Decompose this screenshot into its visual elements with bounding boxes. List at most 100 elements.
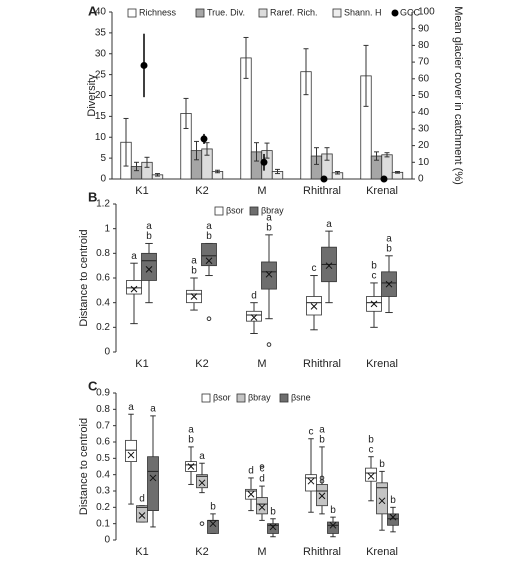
group-letter: a: [150, 404, 156, 415]
y-tick-label: 25: [95, 69, 107, 80]
y-tick-label: 0.6: [96, 273, 110, 284]
mean-marker: [307, 477, 315, 485]
mean-marker: [269, 523, 277, 531]
legend-label: Raref. Rich.: [270, 7, 318, 17]
legend-label: βsne: [291, 392, 311, 402]
y2-tick-label: 0: [418, 174, 424, 185]
y-tick-label: 5: [100, 153, 106, 164]
group-letter: a: [199, 451, 205, 462]
outlier: [206, 316, 212, 322]
legend-swatch: [201, 393, 211, 403]
legend-label: Shann. H: [344, 7, 382, 17]
y-tick-label: 1.2: [96, 199, 110, 210]
y-tick-label: 0.1: [96, 518, 110, 529]
x-tick-label: M: [257, 546, 266, 558]
gcc-point: [320, 175, 328, 183]
box: [125, 439, 137, 463]
mean-marker: [318, 492, 326, 500]
box: [365, 467, 377, 482]
group-letter: a: [319, 425, 325, 436]
y-tick-label: 40: [95, 7, 107, 18]
legend-swatch: [195, 8, 205, 18]
mean-marker: [378, 497, 386, 505]
y-tick-label: 35: [95, 28, 107, 39]
mean-marker: [325, 262, 333, 270]
legend-label: βbray: [261, 205, 284, 215]
x-tick-label: M: [257, 185, 266, 197]
mean-marker: [190, 293, 198, 300]
y-axis-label: Distance to centroid: [78, 229, 90, 326]
y-axis-label: Distance to centroid: [78, 418, 90, 515]
gcc-point: [380, 175, 388, 183]
legend-marker: [391, 9, 399, 17]
y-tick-label: 0.3: [96, 486, 110, 497]
x-tick-label: M: [257, 358, 266, 370]
box: [256, 497, 268, 515]
box: [136, 505, 148, 523]
group-letter: b: [191, 266, 197, 277]
mean-marker: [138, 512, 146, 519]
mean-marker: [187, 463, 195, 470]
legend-swatch: [332, 8, 342, 18]
mean-marker: [329, 521, 337, 529]
outlier: [259, 464, 265, 469]
x-tick-label: Rhithral: [303, 546, 341, 558]
box: [376, 482, 388, 515]
group-letter: c: [312, 263, 317, 274]
group-letter: b: [188, 435, 194, 446]
legend-label: GCC: [400, 7, 421, 17]
group-letter: a: [326, 219, 332, 230]
outlier: [199, 521, 205, 526]
legend-label: βsor: [213, 392, 231, 402]
mean-marker: [265, 270, 273, 278]
legend-swatch: [258, 8, 268, 18]
group-letter: d: [259, 474, 265, 485]
y-tick-label: 0: [100, 174, 106, 185]
y-tick-label: 0.4: [96, 297, 110, 308]
mean-marker: [385, 280, 393, 288]
x-tick-label: K2: [195, 185, 208, 197]
mean-marker: [198, 479, 206, 487]
y-tick-label: 10: [95, 132, 107, 143]
legend-label: βbray: [248, 392, 271, 402]
x-tick-label: K1: [135, 358, 148, 370]
legend-swatch: [279, 393, 289, 403]
gcc-point: [140, 61, 148, 69]
panel-label: C: [88, 378, 98, 393]
x-tick-label: Rhithral: [303, 185, 341, 197]
box: [246, 310, 262, 322]
y-tick-label: 0.4: [96, 469, 110, 480]
group-letter: b: [379, 459, 385, 470]
y2-tick-label: 100: [418, 7, 435, 18]
group-letter: a: [131, 251, 137, 262]
group-letter: a: [188, 425, 194, 436]
y2-axis-label: Mean glacier cover in catchment (%): [452, 6, 464, 185]
box: [201, 243, 217, 267]
y-tick-label: 15: [95, 111, 107, 122]
y2-tick-label: 60: [418, 73, 430, 84]
x-tick-label: Krenal: [366, 546, 398, 558]
y-tick-label: 0.9: [96, 388, 110, 399]
legend-swatch: [249, 206, 259, 216]
group-letter: b: [210, 502, 216, 513]
mean-marker: [250, 314, 258, 321]
box: [126, 280, 142, 295]
y2-tick-label: 70: [418, 57, 430, 68]
legend-label: Richness: [139, 7, 177, 17]
group-letter: c: [260, 464, 265, 475]
legend-swatch: [236, 393, 246, 403]
y2-tick-label: 80: [418, 40, 430, 51]
y-tick-label: 0.7: [96, 420, 110, 431]
box: [196, 474, 208, 489]
box: [305, 474, 317, 492]
y2-tick-label: 40: [418, 107, 430, 118]
y-tick-label: 0.6: [96, 437, 110, 448]
group-letter: b: [266, 222, 272, 233]
mean-marker: [258, 503, 266, 511]
mean-marker: [127, 451, 135, 459]
group-letter: b: [371, 261, 377, 272]
group-letter: b: [270, 506, 276, 517]
box: [141, 252, 157, 281]
group-letter: c: [369, 444, 374, 455]
